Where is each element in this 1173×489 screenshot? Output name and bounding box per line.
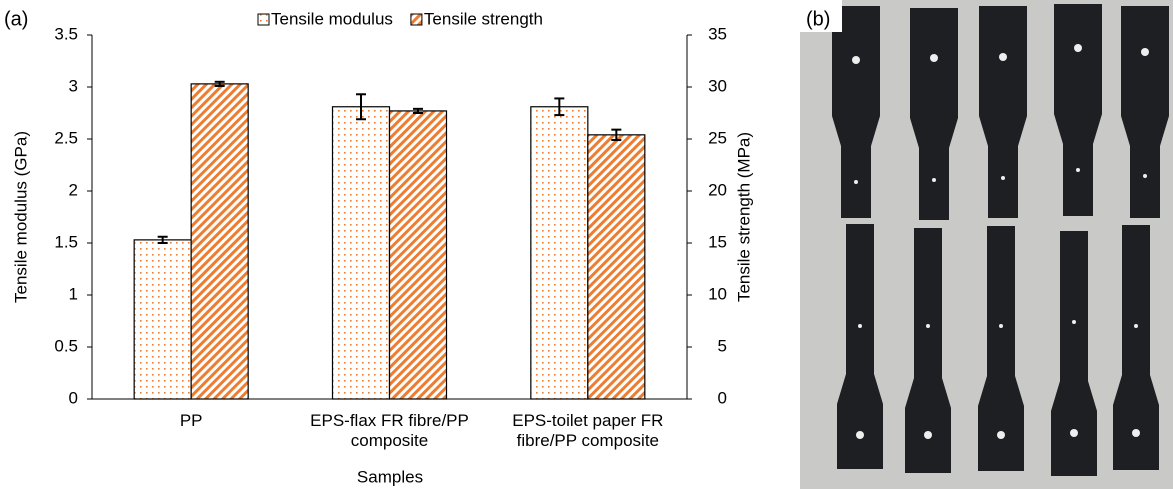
y2-axis-title: Tensile strength (MPa) xyxy=(734,132,753,302)
panel-label: (b) xyxy=(806,8,830,30)
y-tick-label: 3.5 xyxy=(54,24,78,43)
legend-swatch xyxy=(257,13,270,26)
y-tick-label: 2.5 xyxy=(54,128,78,147)
y2-tick-label: 10 xyxy=(708,284,727,303)
error-bar xyxy=(413,107,423,114)
error-bar xyxy=(356,93,366,121)
y-tick-label: 2 xyxy=(69,180,78,199)
y-tick-label: 0 xyxy=(69,388,78,407)
error-bar xyxy=(554,97,565,117)
y2-tick-label: 0 xyxy=(718,388,727,407)
y2-tick-label: 5 xyxy=(718,336,727,355)
bar xyxy=(190,83,249,400)
photo-background xyxy=(800,0,1173,489)
bar xyxy=(530,106,589,400)
y-tick-label: 1.5 xyxy=(54,232,78,251)
bar xyxy=(388,110,448,400)
chart: (a) Samples Tensile modulus (GPa) Tensil… xyxy=(4,8,753,486)
x-tick-label: EPS-toilet paper FR fibre/PP composite xyxy=(512,411,664,450)
bar xyxy=(331,106,391,400)
y2-tick-label: 20 xyxy=(708,180,727,199)
y-tick-label: 0.5 xyxy=(54,336,78,355)
panel-label: (a) xyxy=(4,8,28,30)
y-tick-label: 3 xyxy=(69,76,78,95)
x-tick-label: PP xyxy=(179,411,203,430)
y2-tick-label: 35 xyxy=(708,24,727,43)
specimen-holes xyxy=(852,44,1149,439)
error-bar xyxy=(214,80,225,87)
x-tick-label: EPS-flax FR fibre/PP composite xyxy=(310,411,469,450)
x-axis-title: Samples xyxy=(357,467,423,486)
error-bar xyxy=(611,128,622,142)
y-tick-label: 1 xyxy=(69,284,78,303)
legend-swatch xyxy=(410,13,423,26)
y2-tick-label: 25 xyxy=(708,128,727,147)
y-axis-title: Tensile modulus (GPa) xyxy=(11,131,30,303)
label-box xyxy=(800,0,842,32)
legend-label: Tensile strength xyxy=(424,9,543,28)
specimens xyxy=(832,4,1169,476)
bar xyxy=(133,239,192,400)
legend-label: Tensile modulus xyxy=(271,9,393,28)
y2-tick-label: 15 xyxy=(708,232,727,251)
error-bar xyxy=(157,235,168,244)
bar xyxy=(587,134,646,400)
y2-tick-label: 30 xyxy=(708,76,727,95)
